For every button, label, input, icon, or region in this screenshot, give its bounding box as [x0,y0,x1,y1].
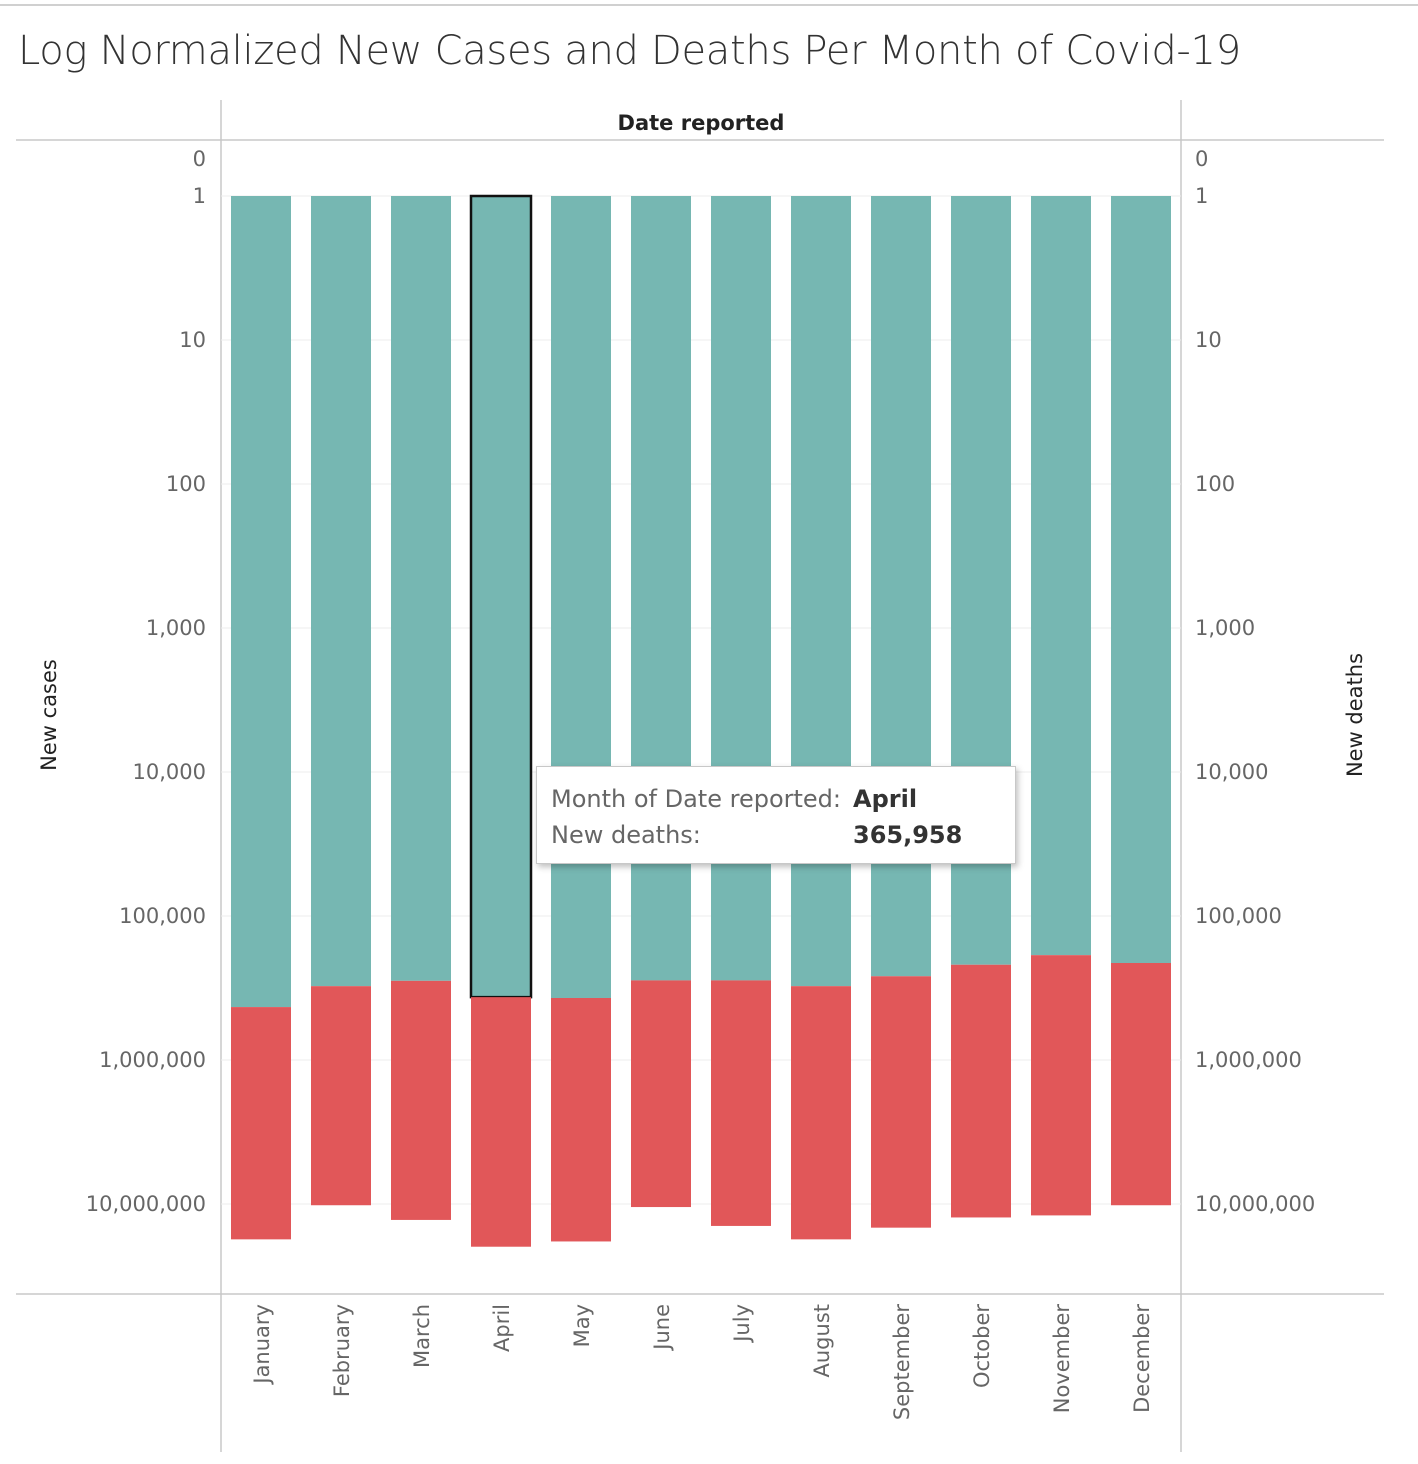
tooltip-month-label: Month of Date reported: [551,785,841,813]
bar-new-cases-march [391,980,451,1220]
left-tick-label: 10 [179,328,206,352]
bar-new-cases-january [231,1007,291,1240]
left-tick-label: 100 [166,472,206,496]
right-tick-label: 10 [1195,328,1222,352]
category-label-march: March [410,1304,434,1368]
bar-new-deaths-may [551,196,611,998]
right-tick-label: 1 [1195,184,1208,208]
left-axis-title: New cases [37,659,61,771]
right-tick-label: 10,000,000 [1195,1192,1315,1216]
tooltip-deaths-label: New deaths: [551,821,701,849]
category-label-december: December [1130,1304,1154,1413]
left-tick-label: 10,000 [133,760,206,784]
bar-new-cases-october [951,964,1011,1218]
category-label-february: February [330,1304,354,1397]
x-header-label: Date reported [618,111,785,135]
chart-frame [16,100,1384,1452]
bar-new-deaths-february [311,196,371,987]
top-rule [0,4,1418,6]
right-tick-label: 0 [1195,147,1208,171]
category-label-january: January [250,1304,274,1386]
bar-new-cases-november [1031,955,1091,1216]
chart-title: Log Normalized New Cases and Deaths Per … [18,28,1241,74]
bar-new-deaths-december [1111,196,1171,963]
bar-new-cases-february [311,986,371,1206]
category-label-september: September [890,1304,914,1420]
bar-new-cases-july [711,980,771,1226]
bar-new-deaths-august [791,196,851,987]
right-tick-label: 100 [1195,472,1235,496]
category-label-april: April [490,1304,514,1352]
left-tick-label: 1 [193,184,206,208]
tooltip-deaths-value: 365,958 [853,821,963,849]
gridlines [221,195,1181,1205]
axis-labels: Date reported 0 0 1 1 10 10 100 100 1,000 1,000 10,… [37,111,1367,1420]
category-label-may: May [570,1304,594,1347]
right-axis-title: New deaths [1343,653,1367,777]
bar-new-cases-april [471,997,531,1247]
bar-new-cases-december [1111,962,1171,1206]
bar-new-deaths-march [391,196,451,981]
left-tick-label: 10,000,000 [86,1192,206,1216]
tooltip-month-value: April [853,785,918,813]
left-tick-label: 1,000 [146,616,206,640]
category-label-june: June [650,1304,674,1352]
bar-new-cases-august [791,986,851,1240]
bars [231,194,1171,1247]
category-label-august: August [810,1304,834,1378]
left-tick-label: 1,000,000 [99,1048,206,1072]
bar-new-deaths-april [469,194,533,999]
bar-new-deaths-january [231,196,291,1008]
bar-new-cases-june [631,980,691,1208]
bar-new-cases-september [871,976,931,1228]
category-label-july: July [730,1304,754,1344]
right-tick-label: 100,000 [1195,904,1282,928]
bar-new-cases-may [551,997,611,1242]
right-tick-label: 1,000 [1195,616,1255,640]
left-tick-label: 100,000 [119,904,206,928]
right-tick-label: 10,000 [1195,760,1268,784]
right-tick-label: 1,000,000 [1195,1048,1302,1072]
left-tick-label: 0 [193,147,206,171]
category-label-october: October [970,1304,994,1388]
bar-new-deaths-november [1031,196,1091,956]
tooltip: Month of Date reported: April New deaths… [536,766,1016,864]
category-label-november: November [1050,1304,1074,1414]
